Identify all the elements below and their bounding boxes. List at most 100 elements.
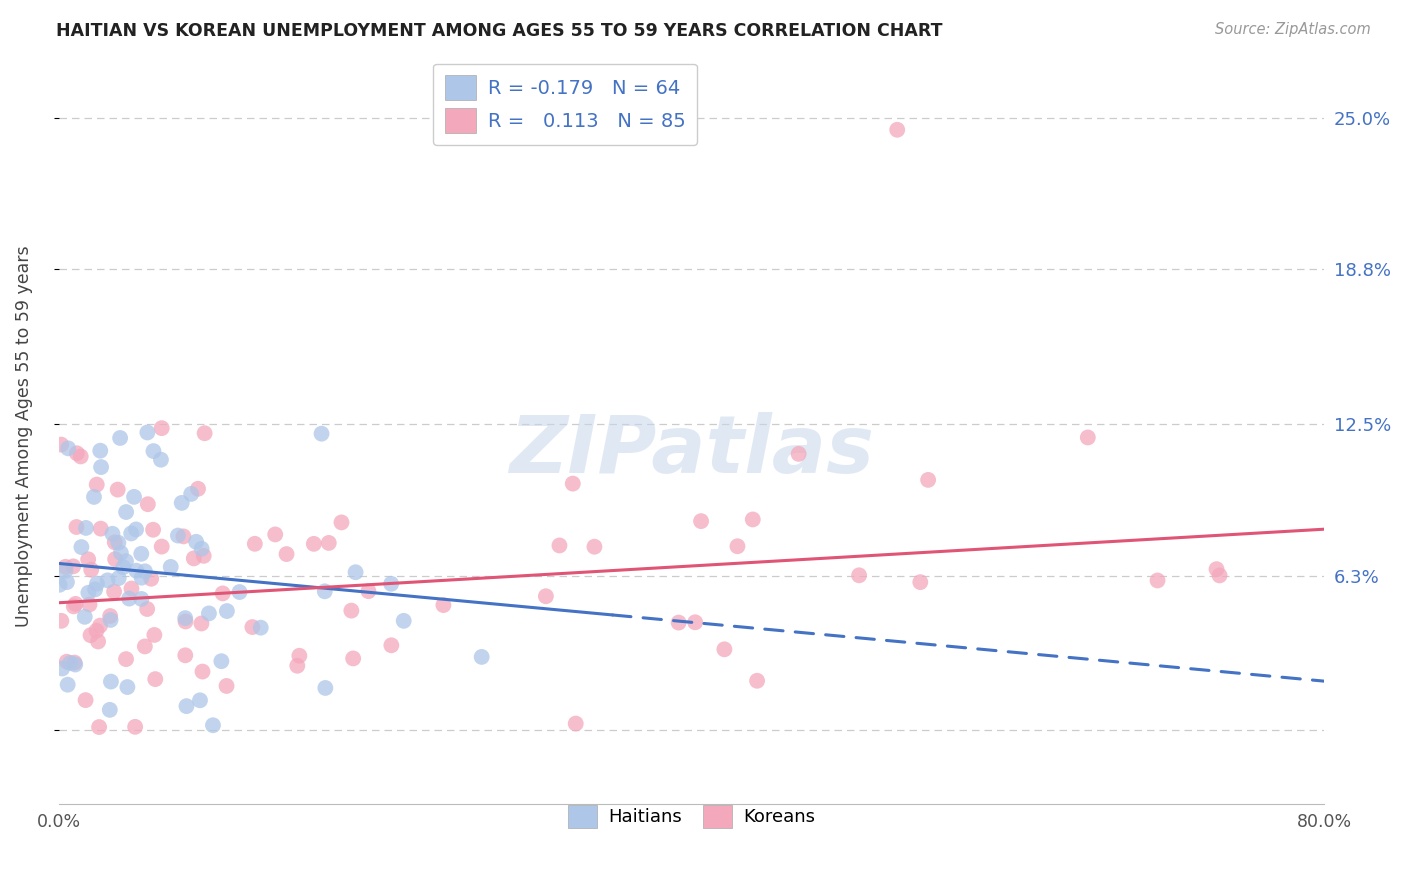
Point	[242, 620, 264, 634]
Point	[129, 547, 152, 561]
Point	[131, 591, 153, 606]
Point	[172, 529, 194, 543]
Point	[188, 693, 211, 707]
Point	[55, 559, 77, 574]
Point	[63, 657, 86, 672]
Point	[150, 540, 173, 554]
Point	[98, 703, 121, 717]
Point	[249, 621, 271, 635]
Point	[51, 661, 73, 675]
Point	[97, 574, 120, 588]
Point	[209, 654, 232, 668]
Point	[848, 568, 870, 582]
Point	[103, 584, 125, 599]
Point	[98, 609, 121, 624]
Legend: Haitians, Koreans: Haitians, Koreans	[561, 797, 823, 835]
Point	[59, 656, 82, 670]
Point	[143, 628, 166, 642]
Point	[56, 442, 79, 456]
Point	[77, 586, 100, 600]
Point	[70, 540, 93, 554]
Point	[107, 535, 129, 549]
Point	[134, 564, 156, 578]
Point	[215, 679, 238, 693]
Point	[276, 547, 298, 561]
Point	[125, 523, 148, 537]
Point	[344, 566, 367, 580]
Point	[184, 534, 207, 549]
Point	[100, 613, 122, 627]
Point	[215, 604, 238, 618]
Point	[193, 549, 215, 563]
Point	[86, 624, 108, 638]
Point	[311, 426, 333, 441]
Point	[101, 526, 124, 541]
Point	[62, 599, 84, 614]
Point	[910, 575, 932, 590]
Point	[87, 720, 110, 734]
Point	[314, 681, 336, 695]
Point	[55, 655, 77, 669]
Point	[136, 497, 159, 511]
Text: Source: ZipAtlas.com: Source: ZipAtlas.com	[1215, 22, 1371, 37]
Point	[86, 576, 108, 591]
Point	[51, 437, 73, 451]
Point	[183, 551, 205, 566]
Point	[104, 552, 127, 566]
Point	[243, 537, 266, 551]
Point	[79, 598, 101, 612]
Point	[190, 616, 212, 631]
Point	[174, 615, 197, 629]
Point	[65, 520, 87, 534]
Point	[112, 560, 135, 574]
Point	[228, 585, 250, 599]
Point	[125, 564, 148, 578]
Point	[787, 447, 810, 461]
Point	[75, 693, 97, 707]
Point	[115, 554, 138, 568]
Point	[56, 678, 79, 692]
Point	[141, 572, 163, 586]
Point	[288, 648, 311, 663]
Point	[108, 431, 131, 445]
Point	[124, 720, 146, 734]
Point	[432, 598, 454, 612]
Point	[62, 559, 84, 574]
Point	[180, 487, 202, 501]
Point	[142, 444, 165, 458]
Point	[330, 516, 353, 530]
Point	[115, 505, 138, 519]
Point	[285, 658, 308, 673]
Point	[48, 578, 70, 592]
Point	[75, 521, 97, 535]
Point	[683, 615, 706, 630]
Point	[136, 602, 159, 616]
Point	[87, 634, 110, 648]
Point	[211, 586, 233, 600]
Point	[120, 526, 142, 541]
Point	[314, 584, 336, 599]
Point	[201, 718, 224, 732]
Text: HAITIAN VS KOREAN UNEMPLOYMENT AMONG AGES 55 TO 59 YEARS CORRELATION CHART: HAITIAN VS KOREAN UNEMPLOYMENT AMONG AGE…	[56, 22, 943, 40]
Point	[745, 673, 768, 688]
Point	[194, 426, 217, 441]
Point	[117, 680, 139, 694]
Point	[174, 611, 197, 625]
Point	[583, 540, 606, 554]
Point	[886, 122, 908, 136]
Point	[174, 648, 197, 663]
Point	[73, 609, 96, 624]
Point	[115, 652, 138, 666]
Point	[1146, 574, 1168, 588]
Point	[264, 527, 287, 541]
Point	[131, 571, 153, 585]
Point	[136, 425, 159, 440]
Point	[187, 482, 209, 496]
Point	[77, 552, 100, 566]
Point	[167, 528, 190, 542]
Point	[51, 614, 73, 628]
Point	[55, 564, 77, 578]
Point	[69, 450, 91, 464]
Point	[86, 477, 108, 491]
Point	[118, 591, 141, 606]
